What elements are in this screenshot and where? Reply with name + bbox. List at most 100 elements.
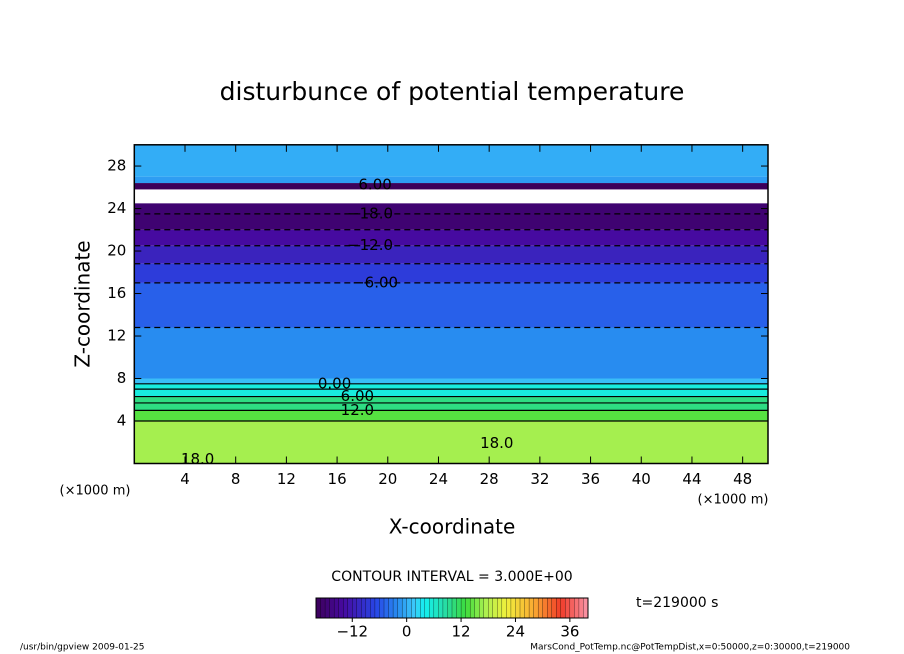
colorbar-cell <box>451 597 457 619</box>
colorbar-cell <box>383 597 389 619</box>
colorbar-cell <box>361 597 367 619</box>
colorbar-cell <box>483 597 489 619</box>
colorbar-cell <box>424 597 430 619</box>
colorbar-cell <box>352 597 358 619</box>
colorbar-cell <box>338 597 344 619</box>
colorbar-cell <box>329 597 335 619</box>
contour-label: −18.0 <box>347 204 393 222</box>
colorbar-cell <box>374 597 380 619</box>
colorbar-cell <box>456 597 462 619</box>
x-tick-label: 36 <box>581 470 600 488</box>
field-band <box>134 263 769 283</box>
colorbar-cell <box>556 597 562 619</box>
field-band <box>134 183 769 190</box>
y-tick-label: 28 <box>107 157 126 175</box>
colorbar-tick-label: 36 <box>560 623 579 641</box>
x-tick-label: 40 <box>632 470 651 488</box>
colorbar-cell <box>429 597 435 619</box>
y-axis-label: Z-coordinate <box>71 240 95 367</box>
colorbar-cell <box>392 597 399 619</box>
y-tick-label: 24 <box>107 199 126 217</box>
colorbar-cell <box>406 597 412 619</box>
colorbar-cell <box>474 597 480 619</box>
colorbar-cell <box>356 597 362 619</box>
field-band <box>134 378 769 384</box>
colorbar-cell <box>519 597 525 619</box>
x-tick-label: 4 <box>180 470 190 488</box>
x-tick-label: 28 <box>480 470 499 488</box>
contour-interval: CONTOUR INTERVAL = 3.000E+00 <box>331 569 572 585</box>
colorbar-cell <box>420 597 426 619</box>
field-band <box>134 282 769 328</box>
colorbar-cell <box>515 597 521 619</box>
colorbar-cell <box>447 597 453 619</box>
colorbar-cell <box>469 597 476 619</box>
colorbar-cell <box>442 597 448 619</box>
colorbar-cell <box>411 597 417 619</box>
colorbar-cell <box>333 597 340 619</box>
colorbar-tick-label: 12 <box>452 623 471 641</box>
colorbar-cell <box>315 597 321 619</box>
colorbar-cell <box>365 597 371 619</box>
contour-label: 18.0 <box>181 450 214 468</box>
x-tick-label: 44 <box>682 470 701 488</box>
field-band <box>134 176 769 184</box>
y-tick-label: 4 <box>117 412 127 430</box>
colorbar-cell <box>479 597 485 619</box>
y-tick-label: 20 <box>107 242 126 260</box>
colorbar-cell <box>533 597 539 619</box>
contour-label: 6.00 <box>358 176 391 194</box>
colorbar-cell <box>560 597 566 619</box>
colorbar-frame <box>315 597 589 619</box>
colorbar-cell <box>528 597 535 619</box>
colorbar-cell <box>574 597 580 619</box>
colorbar-cell <box>497 597 503 619</box>
colorbar-cell <box>565 597 571 619</box>
colorbar-cell <box>347 597 353 619</box>
contour-label: −6.00 <box>352 273 398 291</box>
colorbar-cell <box>537 597 544 619</box>
y-tick-label: 12 <box>107 327 126 345</box>
colorbar-tick-label: 24 <box>506 623 525 641</box>
x-tick-label: 32 <box>530 470 549 488</box>
y-tick-label: 16 <box>107 284 126 302</box>
colorbar-cell <box>415 597 421 619</box>
x-tick-label: 20 <box>378 470 397 488</box>
field-band <box>134 410 769 422</box>
field-band <box>134 189 769 204</box>
colorbar-cell <box>460 597 467 619</box>
contour-label: 6.00 <box>341 387 374 405</box>
contour-label: −12.0 <box>347 236 393 254</box>
chart-title: disturbunce of potential temperature <box>220 77 685 106</box>
plot-frame <box>133 144 769 465</box>
field-band <box>134 383 769 397</box>
footer-left: /usr/bin/gpview 2009-01-25 <box>20 643 144 653</box>
colorbar-cell <box>501 597 507 619</box>
colorbar-cell <box>506 597 512 619</box>
colorbar-cell <box>547 597 553 619</box>
x-axis-label: X-coordinate <box>389 515 516 539</box>
colorbar-cell <box>438 597 444 619</box>
colorbar-cell <box>320 597 326 619</box>
colorbar-cell <box>551 597 557 619</box>
x-tick-label: 24 <box>429 470 448 488</box>
colorbar-tick-label: −12 <box>336 623 368 641</box>
colorbar-cell <box>370 597 376 619</box>
colorbar-cell <box>524 597 530 619</box>
colorbar-cell <box>578 597 584 619</box>
field-band <box>134 327 769 379</box>
y-tick-label: 8 <box>117 369 127 387</box>
colorbar-cell <box>401 597 408 619</box>
x-tick-label: 12 <box>277 470 296 488</box>
colorbar-cell <box>397 597 403 619</box>
contour-label: 18.0 <box>480 434 513 452</box>
field-band <box>134 144 769 177</box>
colorbar-cell <box>433 597 439 619</box>
colorbar-cell <box>488 597 494 619</box>
colorbar-cell <box>324 597 331 619</box>
time-label: t=219000 s <box>636 595 718 611</box>
field-band <box>134 229 769 246</box>
field-band <box>134 245 769 264</box>
colorbar-cell <box>510 597 516 619</box>
